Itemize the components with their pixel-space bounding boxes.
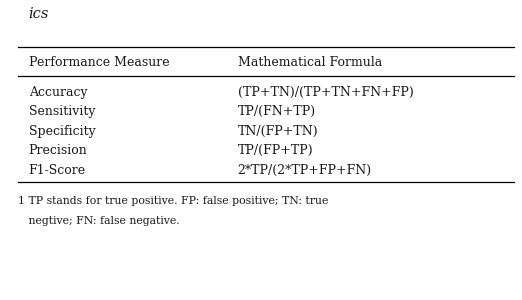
Text: Precision: Precision [29, 144, 88, 157]
Text: Mathematical Formula: Mathematical Formula [238, 56, 382, 70]
Text: F1-Score: F1-Score [29, 164, 86, 177]
Text: Sensitivity: Sensitivity [29, 105, 95, 118]
Text: TP/(FP+TP): TP/(FP+TP) [238, 144, 313, 157]
Text: negtive; FN: false negative.: negtive; FN: false negative. [18, 215, 180, 226]
Text: 2*TP/(2*TP+FP+FN): 2*TP/(2*TP+FP+FN) [238, 164, 372, 177]
Text: Specificity: Specificity [29, 124, 96, 138]
Text: 1 TP stands for true positive. FP: false positive; TN: true: 1 TP stands for true positive. FP: false… [18, 196, 329, 206]
Text: TN/(FP+TN): TN/(FP+TN) [238, 124, 318, 138]
Text: TP/(FN+TP): TP/(FN+TP) [238, 105, 316, 118]
Text: Performance Measure: Performance Measure [29, 56, 169, 70]
Text: ics: ics [29, 7, 49, 20]
Text: (TP+TN)/(TP+TN+FN+FP): (TP+TN)/(TP+TN+FN+FP) [238, 85, 413, 99]
Text: Accuracy: Accuracy [29, 85, 87, 99]
